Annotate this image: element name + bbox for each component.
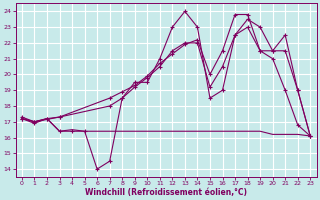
- X-axis label: Windchill (Refroidissement éolien,°C): Windchill (Refroidissement éolien,°C): [85, 188, 247, 197]
